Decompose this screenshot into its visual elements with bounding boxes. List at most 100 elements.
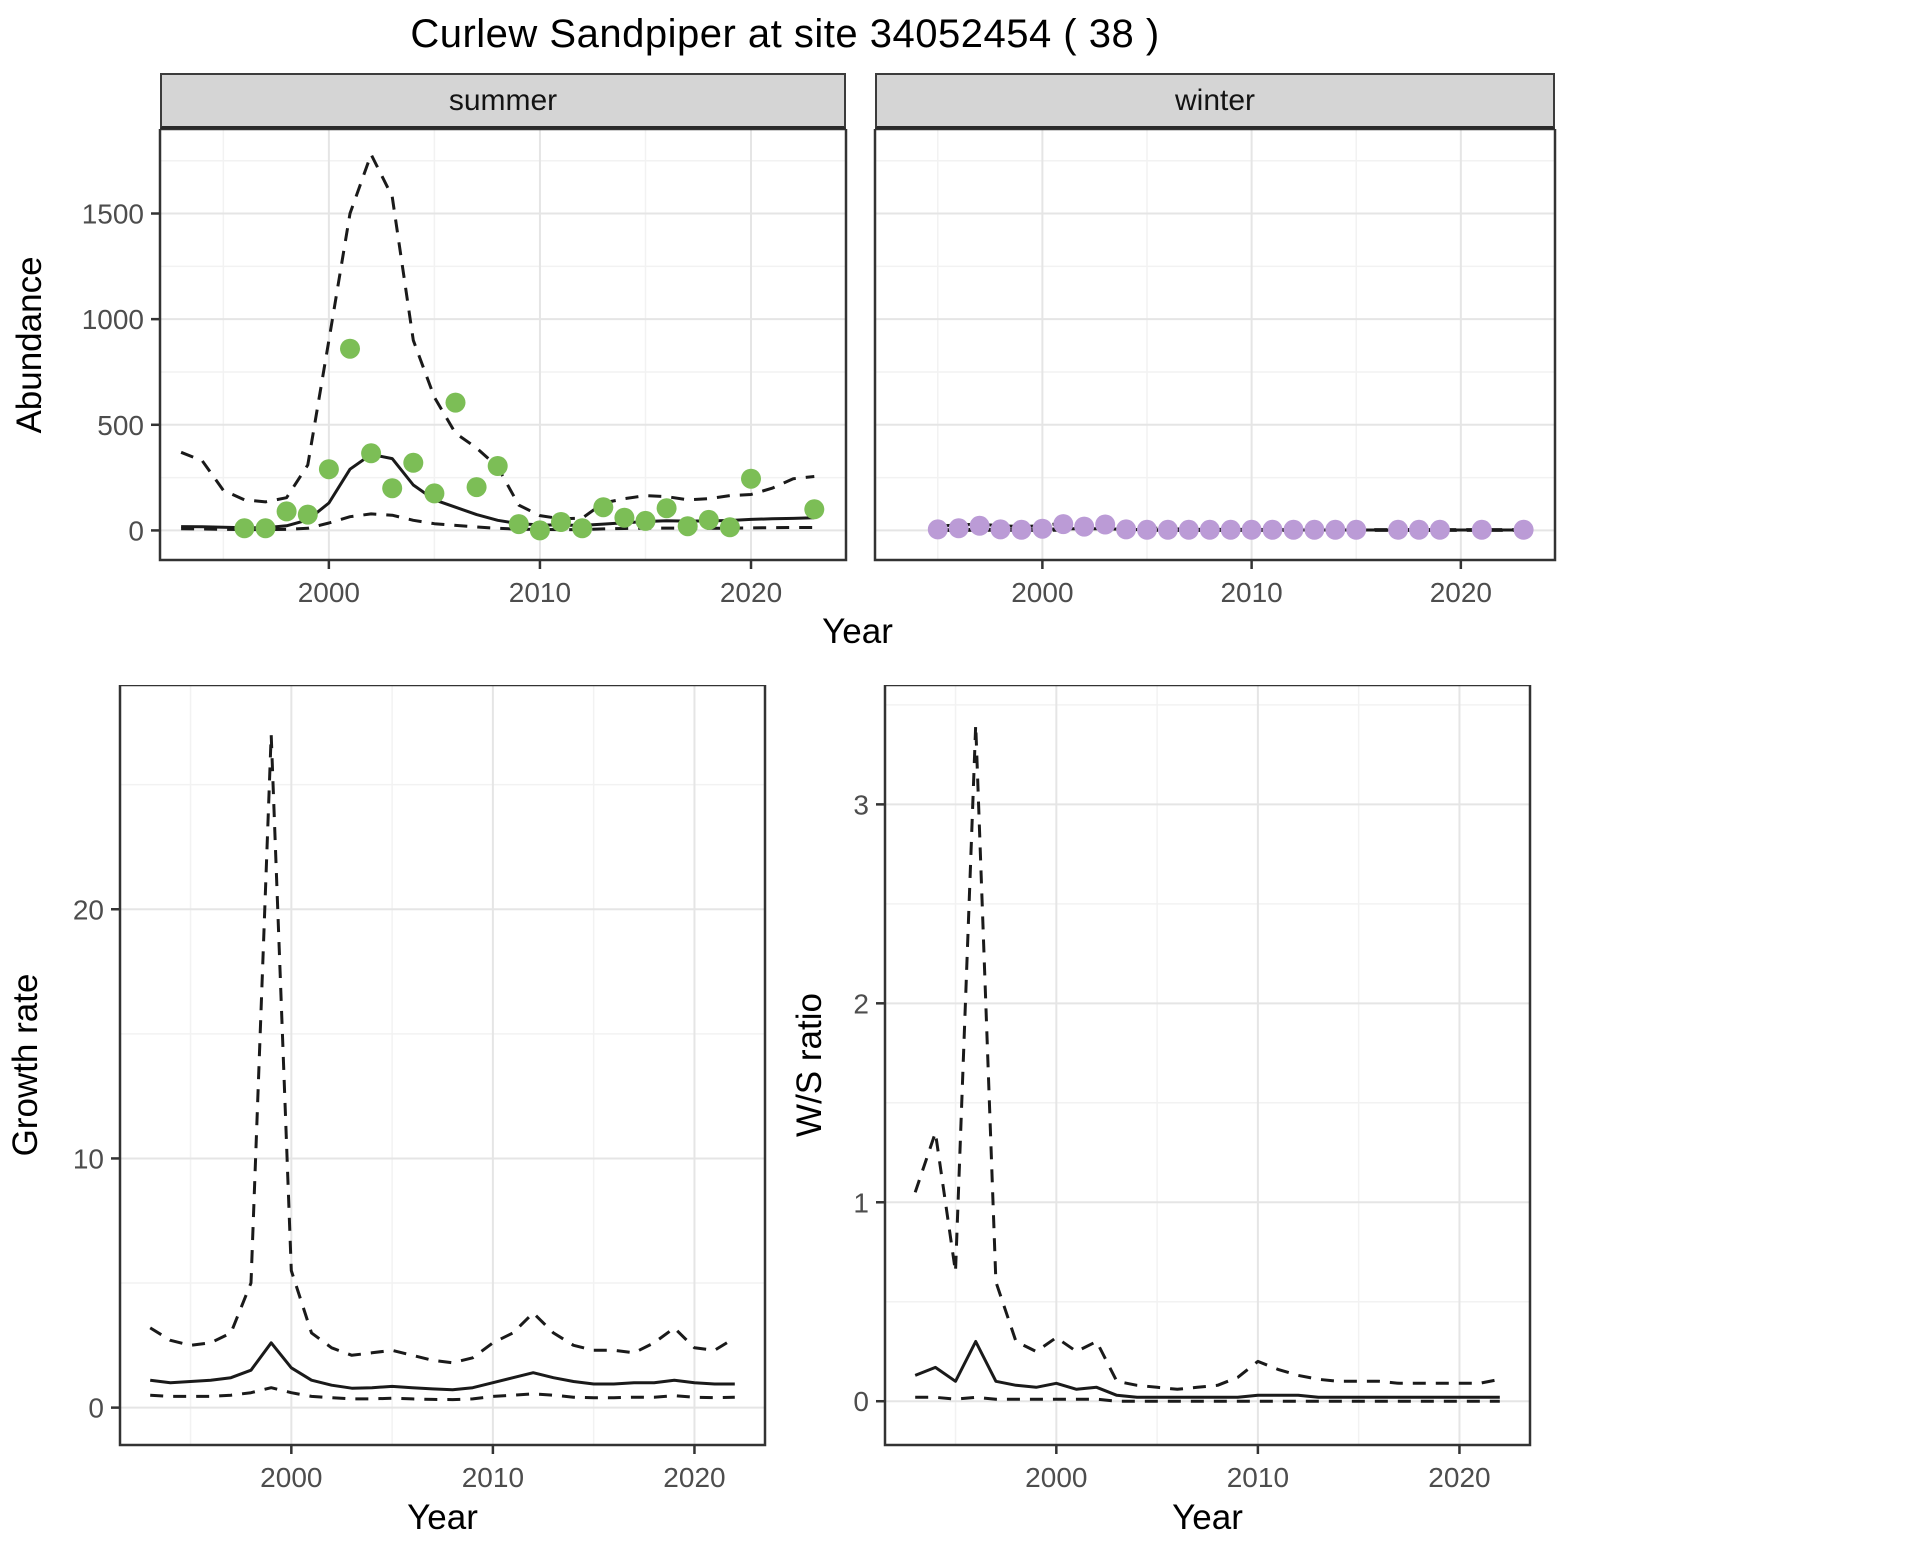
- abundance-x-axis-title: Year: [822, 612, 893, 651]
- data-point: [1262, 519, 1283, 540]
- data-point: [635, 510, 656, 531]
- data-point: [1032, 518, 1053, 539]
- data-point: [1283, 519, 1304, 540]
- data-point: [1471, 519, 1492, 540]
- x-tick-label: 2020: [720, 577, 782, 608]
- data-point: [614, 507, 635, 528]
- data-point: [1325, 519, 1346, 540]
- y-tick-label: 0: [128, 515, 144, 546]
- data-point: [927, 519, 948, 540]
- data-point: [551, 512, 571, 532]
- lower-ci-line: [915, 1395, 1500, 1403]
- y-tick-label: 0: [88, 1393, 104, 1424]
- upper-ci-line: [913, 723, 1501, 1391]
- data-point: [487, 456, 508, 476]
- data-point: [529, 520, 550, 541]
- facet-strip-summer: summer: [160, 73, 846, 129]
- data-point: [297, 504, 318, 525]
- data-point: [1220, 519, 1241, 540]
- panel-border: [883, 685, 1532, 1447]
- data-point: [1241, 519, 1262, 540]
- data-point: [508, 514, 529, 535]
- y-tick-label: 2: [853, 988, 869, 1019]
- data-point: [698, 509, 719, 530]
- data-point: [1178, 519, 1199, 540]
- x-tick-label: 2000: [260, 1462, 322, 1493]
- data-point: [1429, 519, 1450, 540]
- data-point: [1053, 514, 1074, 535]
- data-point: [719, 517, 740, 538]
- data-point: [1116, 519, 1137, 540]
- summer-panel: 2000 2010 2020 0 500 1000 1500: [82, 129, 848, 608]
- ws-ratio-panel: 2000 2010 2020 0 1 2 3: [853, 685, 1532, 1493]
- data-point: [445, 392, 466, 413]
- fit-line: [914, 1340, 1500, 1399]
- growth-rate-plot-area: 2000 2010 2020 0 10 20: [73, 685, 767, 1493]
- data-point: [276, 501, 297, 522]
- x-tick-label: 2020: [1428, 1462, 1490, 1493]
- panel-border: [118, 685, 767, 1447]
- winter-panel: 2000 2010 2020: [873, 129, 1557, 608]
- x-tick-label: 2020: [663, 1462, 725, 1493]
- x-tick-label: 2010: [1220, 577, 1282, 608]
- data-point: [403, 452, 424, 473]
- facet-strip-winter: winter: [875, 73, 1555, 129]
- y-tick-label: 3: [853, 789, 869, 820]
- data-point: [361, 443, 382, 464]
- data-point: [741, 468, 761, 489]
- y-tick-label: 1500: [82, 199, 144, 230]
- lower-ci-line: [150, 1386, 735, 1402]
- ws-ratio-x-axis-title: Year: [1172, 1498, 1243, 1537]
- data-point: [1409, 519, 1429, 540]
- data-point: [572, 518, 593, 539]
- data-point: [593, 497, 614, 518]
- x-tick-label: 2010: [462, 1462, 524, 1493]
- data-point: [1095, 514, 1116, 535]
- data-point: [255, 518, 276, 539]
- x-tick-label: 2000: [298, 577, 360, 608]
- y-tick-label: 0: [853, 1386, 869, 1417]
- data-point: [382, 478, 403, 499]
- y-tick-label: 1: [853, 1187, 869, 1218]
- data-point: [1011, 519, 1032, 540]
- x-tick-label: 2010: [1227, 1462, 1289, 1493]
- data-point: [1137, 519, 1157, 540]
- upper-ci-line: [149, 733, 736, 1365]
- data-point: [677, 516, 698, 537]
- data-point: [1199, 519, 1220, 540]
- data-point: [948, 518, 969, 539]
- x-tick-label: 2020: [1430, 577, 1492, 608]
- data-point: [804, 499, 825, 520]
- y-tick-label: 20: [73, 894, 104, 925]
- fit-line: [150, 1341, 735, 1392]
- y-tick-label: 1000: [82, 304, 144, 335]
- data-point: [1074, 516, 1095, 537]
- figure-title: Curlew Sandpiper at site 34052454 ( 38 ): [410, 12, 1160, 56]
- x-tick-label: 2000: [1025, 1462, 1087, 1493]
- growth-rate-panel: 2000 2010 2020 0 10 20: [73, 685, 767, 1493]
- data-point: [1304, 519, 1325, 540]
- facet-strip-winter-label: winter: [1174, 83, 1256, 117]
- data-point: [1388, 519, 1409, 540]
- data-point: [1157, 519, 1178, 540]
- abundance-plot-area: 2000 2010 2020 0 500 1000 1500 2000 2010 2020: [82, 129, 1557, 608]
- y-tick-label: 500: [97, 410, 144, 441]
- data-point: [656, 498, 677, 519]
- data-point: [340, 338, 360, 359]
- data-point: [318, 459, 339, 480]
- growth-rate-x-axis-title: Year: [407, 1498, 478, 1537]
- facet-strip-summer-label: summer: [448, 83, 558, 117]
- ws-ratio-plot-area: 2000 2010 2020 0 1 2 3: [853, 685, 1532, 1493]
- y-tick-label: 10: [73, 1143, 104, 1174]
- panel-border: [158, 129, 848, 562]
- data-point: [466, 477, 487, 498]
- data-point: [234, 518, 255, 539]
- x-tick-label: 2010: [509, 577, 571, 608]
- x-tick-label: 2000: [1011, 577, 1073, 608]
- data-point: [1513, 519, 1534, 540]
- data-point: [969, 515, 990, 536]
- panel-border: [873, 129, 1557, 562]
- data-point: [424, 483, 445, 504]
- data-point: [990, 519, 1011, 540]
